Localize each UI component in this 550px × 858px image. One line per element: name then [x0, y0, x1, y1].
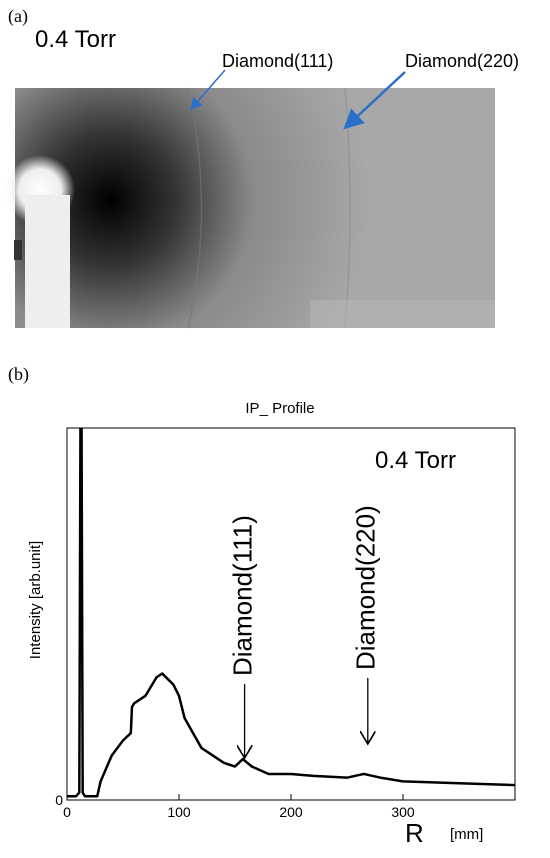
panel-label: (b) [8, 364, 29, 385]
data-line [67, 428, 515, 796]
y-tick-label: 0 [55, 792, 63, 808]
figure: (a) 0.4 Torr Diamond(111) Diamond(220) (… [0, 0, 550, 858]
annotation: Diamond(220) [405, 51, 519, 71]
x-tick-label: 200 [279, 804, 303, 820]
plot-frame [67, 428, 515, 800]
x-tick-label: 0 [63, 804, 71, 820]
x-axis-label: R [405, 818, 424, 848]
panel-label: (a) [8, 6, 28, 27]
detector-image [5, 88, 495, 328]
chart-title: IP_ Profile [245, 400, 314, 417]
page: {"panel_a": {"label": "(a)", "pressure":… [0, 0, 550, 858]
annotation: Diamond(220) [351, 505, 381, 670]
y-axis-label: Intensity [arb.unit] [27, 541, 44, 659]
annotation: Diamond(111) [227, 515, 257, 676]
pressure-label: 0.4 Torr [35, 26, 116, 53]
pressure-label: 0.4 Torr [375, 447, 456, 474]
x-axis-unit: [mm] [450, 826, 483, 843]
x-tick-label: 100 [167, 804, 191, 820]
annotation: Diamond(111) [222, 51, 333, 71]
